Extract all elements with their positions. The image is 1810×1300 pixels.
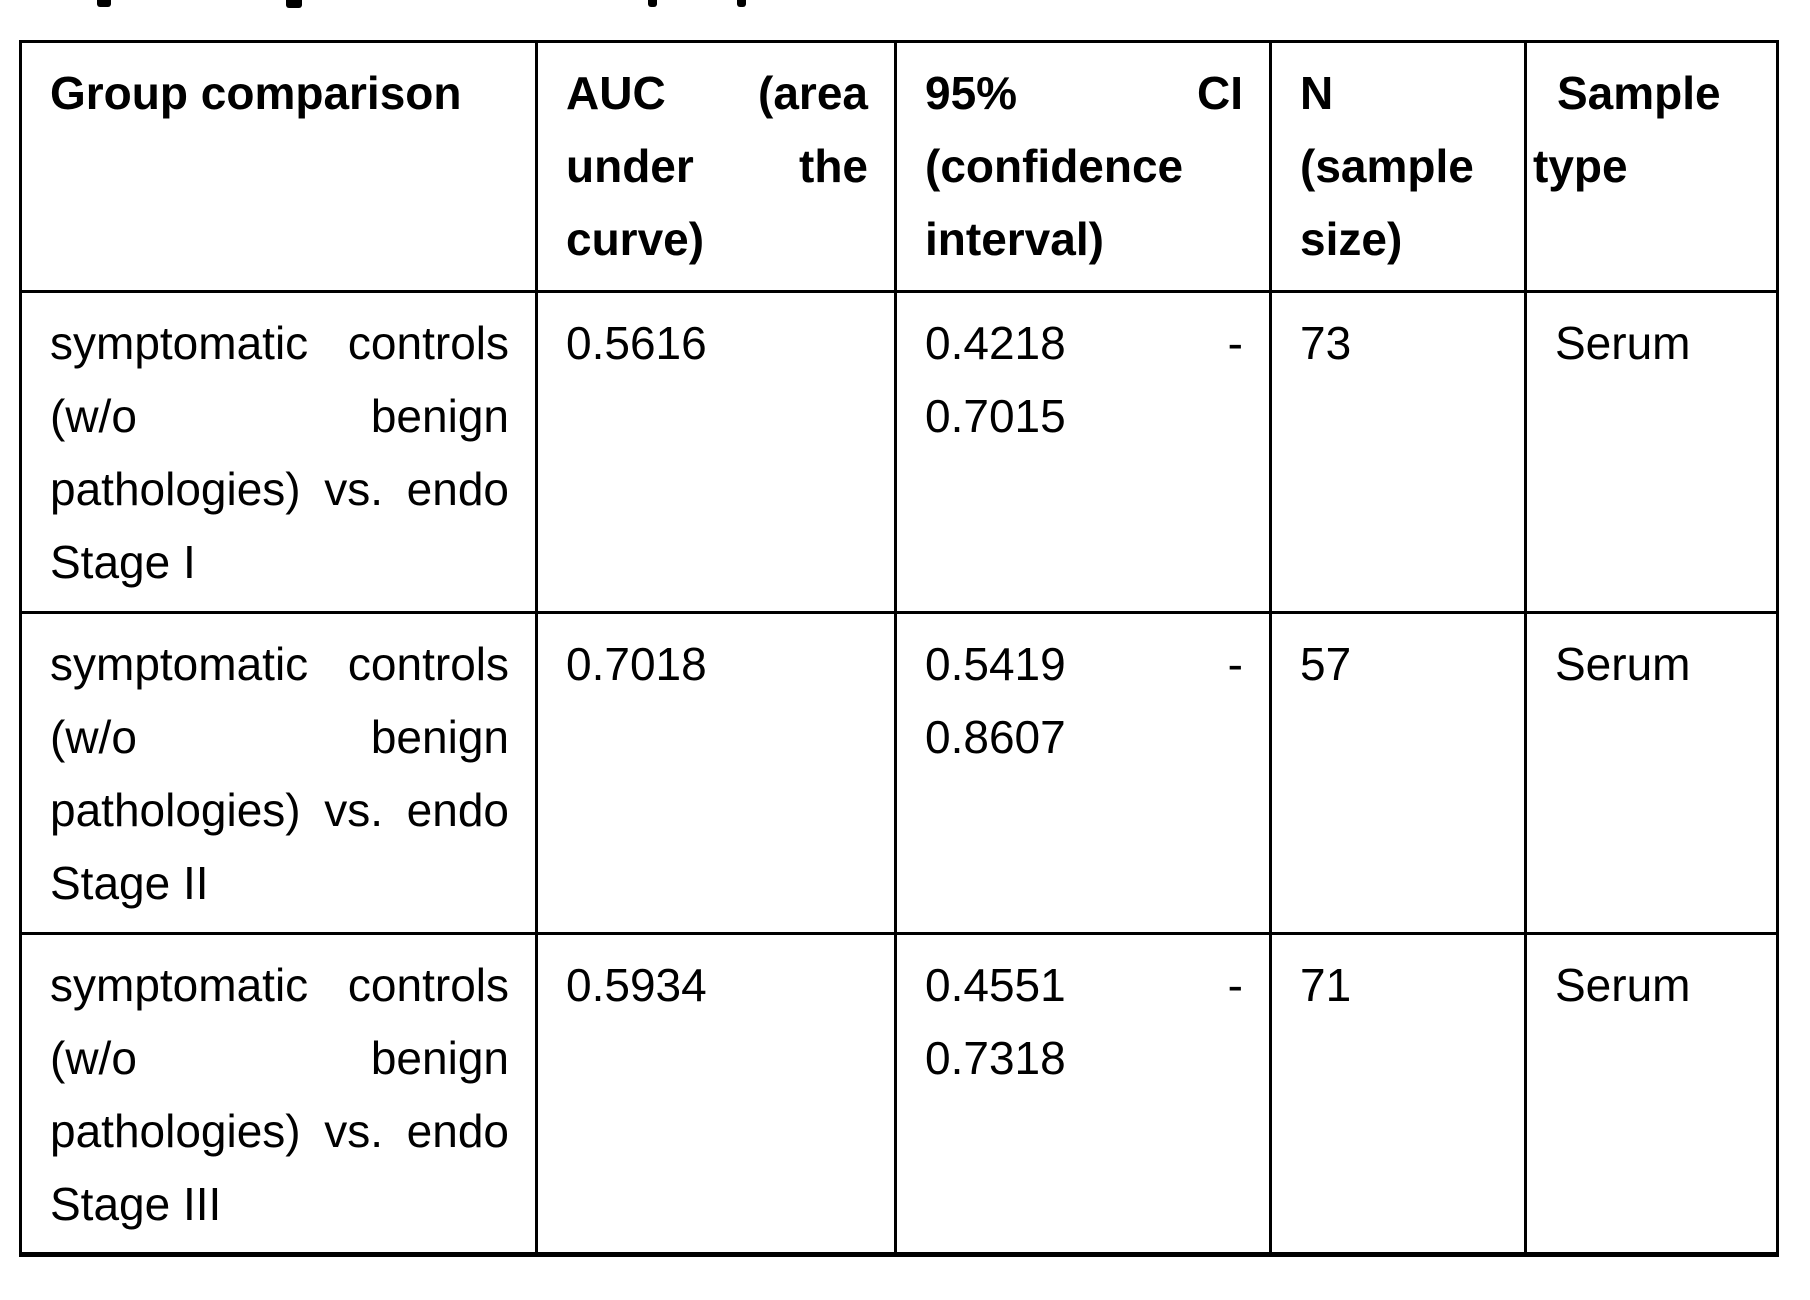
text-line: (confidence <box>925 140 1184 192</box>
text-line: 0.7018 <box>566 638 707 690</box>
text-line: Serum <box>1555 959 1691 1011</box>
text-line: 57 <box>1300 638 1352 690</box>
cell-auc: 0.7018 <box>535 611 897 935</box>
clipped-text-mark <box>97 0 111 7</box>
text-line: 0.4551 - <box>925 959 1243 1011</box>
text-line: 0.4218 - <box>925 317 1243 369</box>
header-cell-auc: AUC (area under the curve) <box>535 40 897 293</box>
table-body: symptomatic controls (w/o benign pathologi… <box>19 290 1779 1256</box>
text-line: symptomatic controls <box>50 959 509 1011</box>
text-line: Stage II <box>50 857 209 909</box>
table-row: symptomatic controls (w/o benign pathologi… <box>19 611 1779 935</box>
text-line: symptomatic controls <box>50 317 509 369</box>
cell-auc: 0.5616 <box>535 290 897 614</box>
cell-sample-type: Serum <box>1524 611 1779 935</box>
cell-n: 71 <box>1269 932 1527 1256</box>
text-line: 71 <box>1300 959 1352 1011</box>
text-line: 0.7015 <box>925 390 1066 442</box>
results-table: Group comparison AUC (area under the curve)… <box>19 40 1779 1257</box>
cell-group-comparison: symptomatic controls (w/o benign pathologi… <box>19 611 538 935</box>
text-line: Serum <box>1555 638 1691 690</box>
clipped-text-mark <box>286 0 302 8</box>
header-row: Group comparison AUC (area under the curve)… <box>19 40 1779 293</box>
header-cell-n: N (sample size) <box>1269 40 1527 293</box>
text-line: size) <box>1300 213 1403 265</box>
text-line: symptomatic controls <box>50 638 509 690</box>
clipped-text-fragment <box>0 0 1810 10</box>
text-line: 0.5934 <box>566 959 707 1011</box>
text-line: 0.5419 - <box>925 638 1243 690</box>
clipped-text-mark <box>648 0 657 7</box>
text-line: pathologies) vs. endo <box>50 1105 509 1157</box>
text-line: 0.7318 <box>925 1032 1066 1084</box>
cell-group-comparison: symptomatic controls (w/o benign pathologi… <box>19 290 538 614</box>
header-cell-group-comparison: Group comparison <box>19 40 538 293</box>
text-line: (w/o benign <box>50 390 509 442</box>
header-cell-ci-95: 95% CI (confidence interval) <box>894 40 1272 293</box>
table-head: Group comparison AUC (area under the curve)… <box>19 40 1779 293</box>
text-line: 0.8607 <box>925 711 1066 763</box>
clipped-text-mark <box>737 0 746 7</box>
cell-auc: 0.5934 <box>535 932 897 1256</box>
text-line: type <box>1533 140 1628 192</box>
text-line: pathologies) vs. endo <box>50 784 509 836</box>
cell-group-comparison: symptomatic controls (w/o benign pathologi… <box>19 932 538 1256</box>
table-row: symptomatic controls (w/o benign pathologi… <box>19 290 1779 614</box>
text-line: Stage III <box>50 1178 222 1230</box>
table-row: symptomatic controls (w/o benign pathologi… <box>19 932 1779 1256</box>
cell-sample-type: Serum <box>1524 932 1779 1256</box>
text-line: interval) <box>925 213 1104 265</box>
text-line: under the <box>566 140 868 192</box>
text-line: Serum <box>1555 317 1691 369</box>
text-line: curve) <box>566 213 705 265</box>
text-line: 95% CI <box>925 67 1243 119</box>
text-line: N <box>1300 67 1334 119</box>
text-line: Group comparison <box>50 67 462 119</box>
cell-ci-95: 0.4218 - 0.7015 <box>894 290 1272 614</box>
cell-n: 57 <box>1269 611 1527 935</box>
text-line: pathologies) vs. endo <box>50 463 509 515</box>
text-line: (w/o benign <box>50 1032 509 1084</box>
cell-ci-95: 0.5419 - 0.8607 <box>894 611 1272 935</box>
header-cell-sample-type: Sample type <box>1524 40 1779 293</box>
text-line: (sample <box>1300 140 1474 192</box>
text-line: 73 <box>1300 317 1352 369</box>
cell-n: 73 <box>1269 290 1527 614</box>
text-line: Stage I <box>50 536 196 588</box>
cell-ci-95: 0.4551 - 0.7318 <box>894 932 1272 1256</box>
text-line: AUC (area <box>566 67 868 119</box>
text-line: (w/o benign <box>50 711 509 763</box>
text-line: 0.5616 <box>566 317 707 369</box>
cell-sample-type: Serum <box>1524 290 1779 614</box>
text-line: Sample <box>1557 67 1721 119</box>
